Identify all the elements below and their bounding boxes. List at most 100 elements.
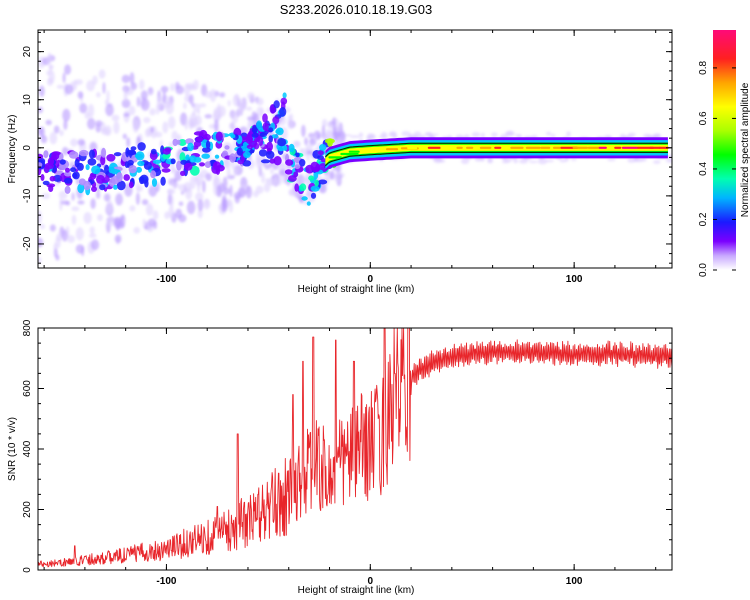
spectrogram-ridge-blob [301,196,308,201]
spectrogram-y-tick-label: -20 [22,236,33,251]
spectrogram-noise-cell [63,119,68,130]
spectrogram-noise-cell [88,233,97,238]
spectrogram-ridge-blob [299,158,306,167]
spectrogram-noise-cell [171,130,178,142]
spectrogram-noise-cell [56,233,64,241]
spectrogram-ridge-blob [68,151,79,159]
spectrogram-ridge-blob [127,159,134,166]
spectrogram-ridge-blob [76,162,84,171]
spectrogram-noise-cell [59,129,64,137]
spectrogram-ridge-blob [310,192,317,199]
colorbar-gradient [713,30,736,270]
spectrogram-ridge-blob [282,92,287,99]
spectrogram-noise-cell [149,108,156,116]
spectrogram-ridge-blob [314,179,319,187]
spectrogram-noise-cell [46,78,53,86]
spectrogram-noise-cell [121,74,131,84]
spectrogram-ridge-blob [113,184,118,190]
spectrogram-ridge-blob [311,166,320,173]
spectrogram-noise-cell [77,91,84,99]
spectrogram-noise-cell [77,200,85,205]
spectrogram-noise-cell [154,131,163,138]
spectrogram-noise-cell [143,117,151,124]
spectrogram-ridge-blob [283,145,288,151]
spectrogram-noise-cell [153,220,158,230]
spectrogram-noise-cell [195,192,204,202]
spectrogram-noise-cell [39,85,45,98]
spectrogram-ridge-blob [288,143,295,153]
spectrogram-noise-cell [327,122,334,129]
spectrogram-ridge-blob [178,139,187,146]
spectrogram-noise-cell [336,136,341,139]
spectrogram-ridge-blob [64,171,72,177]
spectrogram-ridge-blob [42,180,50,186]
spectrogram-ridge-blob [204,161,212,169]
spectrogram-noise-cell [194,172,204,186]
spectrogram-noise-cell [237,187,246,198]
spectrogram-noise-cell [75,244,85,254]
spectrogram-ridge-blob [262,122,269,131]
spectrogram-noise-cell [79,103,88,114]
spectrogram-noise-cell [74,79,83,85]
spectrogram-ridge-blob [99,184,106,191]
spectrogram-noise-cell [60,200,69,205]
spectrogram-noise-cell [53,125,60,134]
spectrogram-ridge-blob [79,149,89,157]
spectrogram-ridge-edge [325,151,668,167]
spectrogram-ridge-blob [248,140,257,148]
spectrogram-ridge-blob [251,126,258,134]
spectrogram-noise-cell [234,195,240,204]
spectrogram-noise-cell [163,101,172,109]
spectrogram-ridge-blob [38,162,43,168]
spectrogram-ridge-blob [242,160,252,167]
snr-y-tick-label: 200 [22,501,33,518]
spectrogram-noise-cell [96,191,101,199]
spectrogram-noise-cell [148,91,153,96]
spectrogram-band [325,144,668,165]
spectrogram-noise-cell [381,131,388,138]
spectrogram-ridge-blob [151,178,158,187]
spectrogram-noise-cell [95,120,103,127]
spectrogram-noise-cell [71,192,75,201]
colorbar-tick-label: 0.2 [698,212,709,226]
snr-axes: -100 0 100 0 200 400 600 800 [22,319,672,587]
spectrogram-ridge-blob [49,175,56,182]
spectrogram-noise-cell [178,184,187,191]
colorbar: 0.0 0.2 0.4 0.6 0.8 Normalized spectral ampl… [698,30,750,277]
spectrogram-noise-cell [178,201,184,207]
spectrogram-noise-cell [537,158,548,165]
spectrogram-noise-cell [135,192,140,205]
spectrogram-noise-cell [102,82,106,94]
spectrogram-ridge-blob [284,169,293,175]
spectrogram-ridge-blob [306,201,311,206]
spectrogram-noise-cell [136,96,141,107]
spectrogram-noise-cell [219,92,226,98]
spectrogram-noise-cell [513,159,519,164]
spectrogram-noise-cell [90,198,96,210]
spectrogram-noise-cell [204,114,213,119]
spectrogram-noise-cell [168,205,174,219]
spectrogram-noise-cell [192,103,201,112]
snr-series-line [38,328,672,568]
spectrogram-noise-cell [62,72,66,84]
spectrogram-noise-cell [287,119,294,130]
spectrogram-noise-cell [301,177,309,182]
spectrogram-ridge-blob [143,161,152,170]
spectrogram-noise-cell [627,157,637,163]
snr-y-tick-label: 800 [22,319,33,336]
spectrogram-ridge-blob [259,132,268,137]
spectrogram-noise-cell [106,200,113,214]
spectrogram-noise-cell [58,190,68,200]
page-title: S233.2026.010.18.19.G03 [280,2,433,17]
spectrogram-ridge-blob [299,183,307,192]
spectrogram-noise-cell [167,188,173,195]
spectrogram-noise-cell [136,182,140,193]
spectrogram-ridge-blob [87,158,97,166]
spectrogram-noise-cell [167,193,172,205]
spectrogram-ridge-blob [310,185,320,192]
spectrogram-noise-cell [665,158,672,163]
spectrogram-y-tick-label: -10 [22,188,33,203]
spectrogram-noise-cell [183,181,192,193]
spectrogram-noise-cell [140,98,150,111]
spectrogram-noise-cell [184,119,189,130]
